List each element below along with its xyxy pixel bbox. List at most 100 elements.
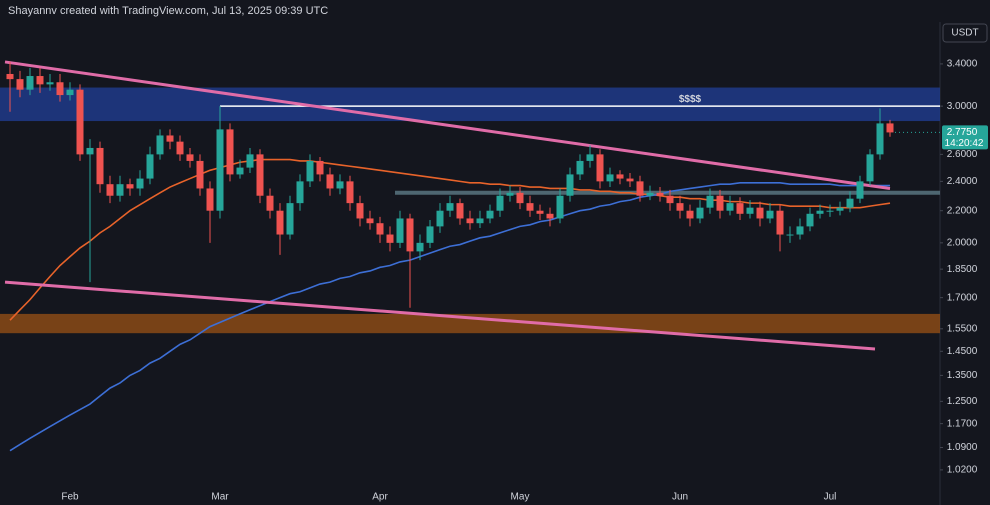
candle-body — [866, 154, 874, 182]
candle-body — [26, 76, 34, 90]
candle-body — [266, 195, 274, 211]
y-tick-label: 2.4000 — [947, 176, 978, 187]
candle-body — [116, 184, 124, 196]
lines — [9, 158, 891, 452]
candle-body — [566, 174, 574, 196]
last-price-box — [942, 125, 988, 150]
candle-body — [36, 76, 44, 85]
candle-body — [516, 192, 524, 204]
candle-body — [416, 242, 424, 252]
candle-body — [636, 181, 644, 196]
candle-body — [196, 160, 204, 189]
countdown: 14:20:42 — [945, 138, 984, 149]
candle-body — [176, 141, 184, 155]
chart-title: Shayannv created with TradingView.com, J… — [8, 5, 328, 17]
x-tick-label: Mar — [211, 492, 229, 503]
candle-body — [836, 207, 844, 211]
candle-body — [876, 123, 884, 155]
candle-body — [386, 234, 394, 243]
candle-body — [306, 160, 314, 182]
candle-body — [586, 154, 594, 161]
y-tick-label: 1.2500 — [947, 396, 978, 407]
candle-body — [746, 207, 754, 214]
candle-body — [316, 160, 324, 175]
moving-average — [9, 181, 890, 452]
candle-body — [606, 174, 614, 182]
candle-body — [526, 203, 534, 211]
candle-body — [86, 147, 94, 155]
candle-body — [676, 203, 684, 211]
y-tick-label: 1.0200 — [947, 465, 978, 476]
x-tick-label: Jun — [672, 492, 688, 503]
candle-body — [496, 195, 504, 211]
y-tick-label: 2.6000 — [947, 149, 978, 160]
candle-body — [346, 181, 354, 204]
candle-body — [156, 135, 164, 155]
candle-body — [96, 147, 104, 185]
candle-body — [706, 195, 714, 208]
candle-body — [136, 178, 144, 189]
zone — [0, 313, 940, 334]
candle-body — [456, 203, 464, 219]
candle-body — [276, 210, 284, 235]
last-price-label: 2.7750 — [947, 127, 978, 138]
candle-body — [256, 154, 264, 196]
candle-body — [166, 135, 174, 142]
y-tick-label: 1.5500 — [947, 323, 978, 334]
candle-body — [846, 198, 854, 208]
candle-body — [726, 203, 734, 211]
x-tick-label: Apr — [372, 492, 388, 503]
candle-body — [406, 218, 414, 252]
y-tick-label: 3.0000 — [947, 101, 978, 112]
y-tick-label: 1.8500 — [947, 264, 978, 275]
candle-body — [626, 178, 634, 182]
candle-body — [656, 192, 664, 196]
candle-body — [476, 218, 484, 224]
candle-body — [16, 79, 24, 90]
candle-body — [66, 89, 74, 96]
candle-body — [106, 184, 114, 196]
currency-box — [942, 23, 988, 43]
candle-body — [536, 210, 544, 214]
candle-body — [756, 207, 764, 219]
candle-body — [186, 154, 194, 161]
candle-body — [56, 82, 64, 96]
x-tick-label: Jul — [824, 492, 837, 503]
candle-body — [236, 167, 244, 175]
candle-body — [226, 129, 234, 175]
candle-body — [776, 210, 784, 235]
y-tick-label: 1.7000 — [947, 292, 978, 303]
candle-body — [446, 203, 454, 211]
candle-body — [806, 213, 814, 227]
candle-body — [296, 181, 304, 204]
candle-body — [146, 154, 154, 179]
candle-body — [76, 89, 84, 155]
y-tick-label: 2.0000 — [947, 237, 978, 248]
candle-body — [426, 226, 434, 243]
candle-body — [206, 188, 214, 211]
candle-body — [486, 210, 494, 219]
candle-body — [616, 174, 624, 179]
candle-body — [826, 210, 834, 212]
y-tick-label: 3.4000 — [947, 59, 978, 70]
candle-body — [766, 210, 774, 219]
y-tick-label: 2.2000 — [947, 205, 978, 216]
candle-body — [816, 210, 824, 214]
candle-body — [356, 203, 364, 219]
candle-body — [286, 203, 294, 235]
candle-body — [46, 82, 54, 85]
candle-body — [576, 160, 584, 175]
currency: USDT — [951, 28, 978, 39]
candle-body — [646, 192, 654, 196]
candle-body — [546, 213, 554, 219]
candle-body — [736, 203, 744, 214]
y-tick-label: 1.0900 — [947, 442, 978, 453]
candle-body — [466, 218, 474, 224]
candle-body — [216, 129, 224, 211]
candle-body — [686, 210, 694, 219]
level-label: $$$$ — [679, 94, 702, 105]
x-tick-label: May — [511, 492, 530, 503]
